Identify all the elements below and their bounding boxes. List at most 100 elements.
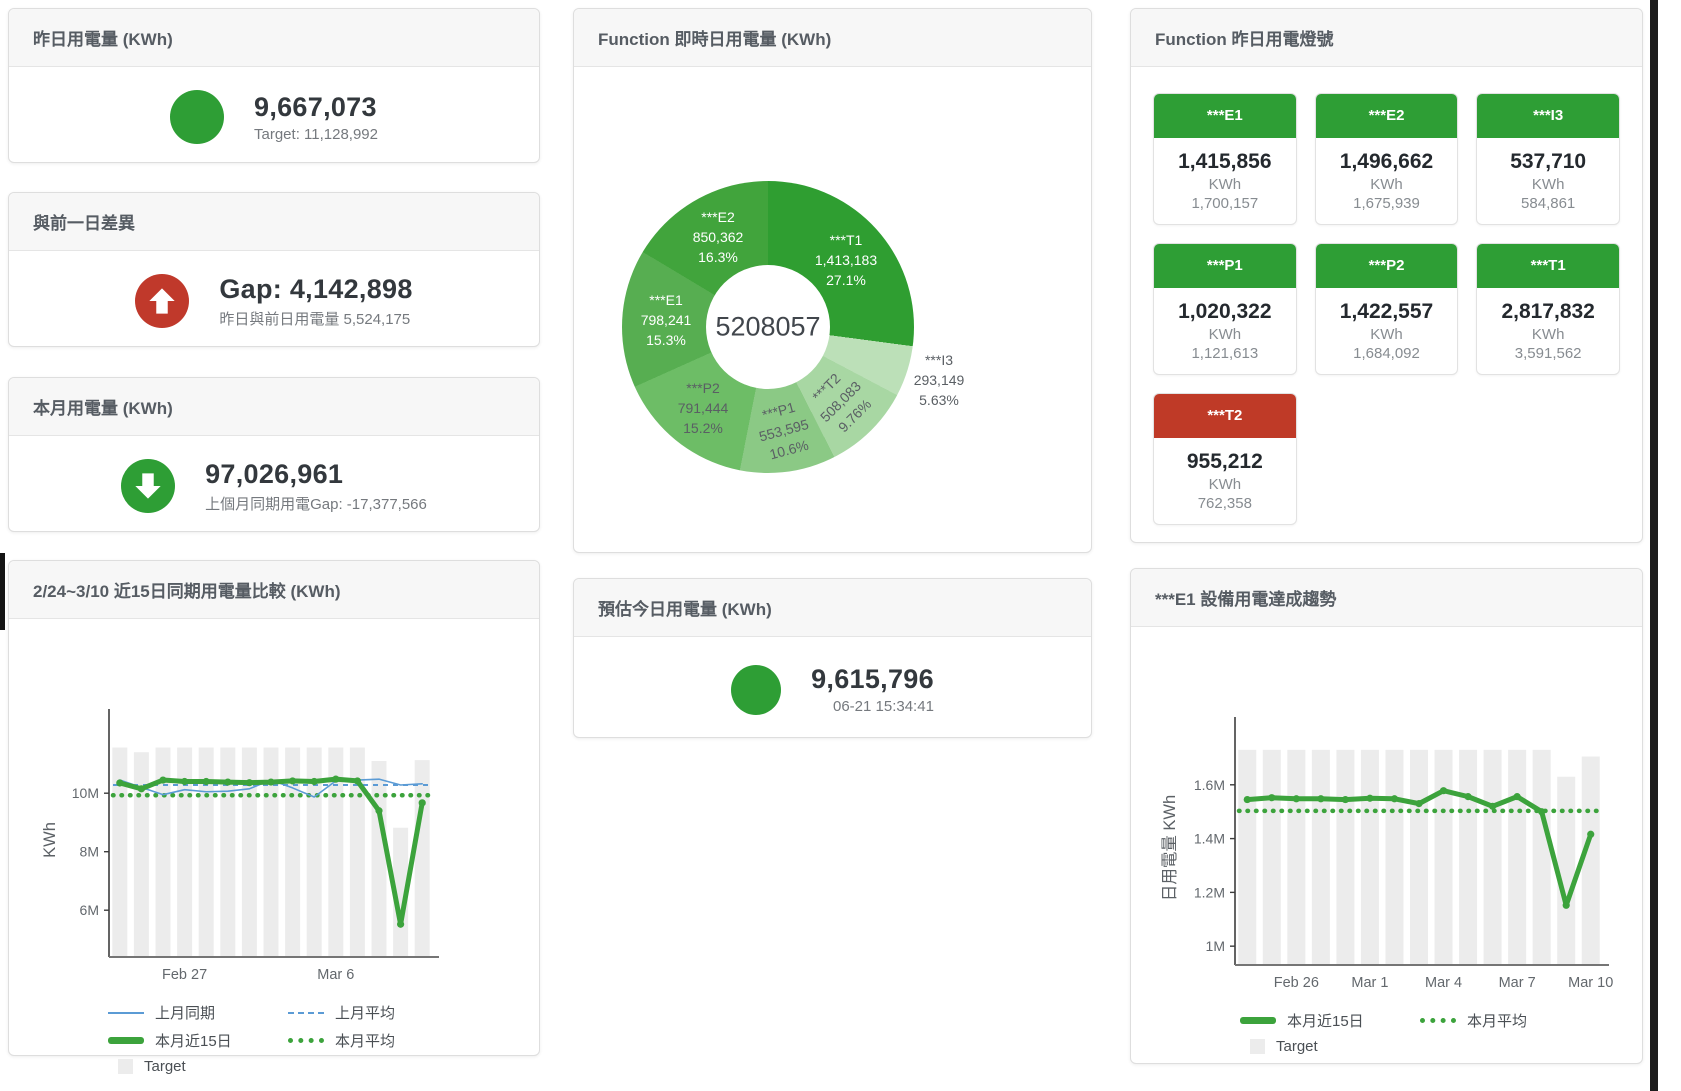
- gap-value: Gap: 4,142,898: [219, 273, 413, 304]
- svg-text:Mar 10: Mar 10: [1568, 975, 1613, 991]
- card-title-month: 本月用電量 (KWh): [33, 399, 173, 418]
- gap-subtitle: 昨日與前日用電量 5,524,175: [219, 310, 411, 328]
- arrow-down-circle-icon: [121, 459, 176, 513]
- svg-text:10M: 10M: [72, 785, 99, 801]
- card-gap-previous-day: 與前一日差異 Gap: 4,142,898 昨日與前日用電量 5,524,175: [8, 192, 540, 347]
- svg-text:1M: 1M: [1206, 938, 1225, 954]
- donut-center-total: 5208057: [715, 311, 821, 342]
- legend-item-line: 上月同期: [108, 1002, 288, 1023]
- donut-slice-label-E1: ***E1 798,241 15.3%: [640, 292, 692, 348]
- svg-text:1.4M: 1.4M: [1194, 831, 1225, 847]
- legend-label: 本月平均: [1467, 1013, 1528, 1030]
- green-status-circle-icon: [731, 664, 782, 715]
- e1-trend-bar-line-chart: 1M 1.2M 1.4M 1.6M Feb 26 Mar 1 Mar 4 Mar 7 Mar 1…: [1161, 717, 1613, 991]
- tile-value: 1,422,557: [1339, 300, 1434, 323]
- svg-text:1.2M: 1.2M: [1194, 884, 1225, 900]
- tile-header-label: ***E2: [1315, 94, 1458, 138]
- donut-slice-label-I3: ***I3 293,149 5.63%: [913, 352, 965, 408]
- card-e1-trend-chart: ***E1 設備用電達成趨勢 1M 1.2M 1.4M 1.6M Feb 26 Mar 1…: [1130, 568, 1643, 1064]
- lamp-tile-grid: ***E1 1,415,856 KWh 1,700,157 ***E2 1,496,662…: [1131, 67, 1642, 551]
- legend-thick-swatch-icon: [108, 1037, 144, 1044]
- legend-label: 本月近15日: [155, 1033, 232, 1050]
- legend-label: 本月近15日: [1287, 1013, 1364, 1030]
- legend-square-swatch-icon: [1250, 1039, 1265, 1054]
- legend-item-dots: 本月平均: [288, 1030, 539, 1051]
- tile-target-value: 762,358: [1197, 495, 1252, 512]
- left-scrollbar-mark[interactable]: [0, 553, 5, 630]
- estimate-today-value: 9,615,796: [811, 664, 934, 694]
- card-title-estimate: 預估今日用電量 (KWh): [598, 600, 772, 619]
- legend-dash-swatch-icon: [288, 1011, 324, 1014]
- vertical-scrollbar[interactable]: [1650, 0, 1658, 1091]
- tile-header-label: ***I3: [1477, 94, 1619, 138]
- card-15day-compare-chart: 2/24~3/10 近15日同期用電量比較 (KWh) 6M 8M 10M Feb 2…: [8, 560, 540, 1075]
- tile-value: 1,496,662: [1339, 150, 1434, 173]
- tile-value: 1,415,856: [1178, 150, 1272, 173]
- tile-value: 955,212: [1186, 450, 1263, 473]
- svg-text:8M: 8M: [80, 844, 99, 860]
- legend-dots-swatch-icon: [1420, 1018, 1456, 1023]
- compare15-bar-line-chart: 6M 8M 10M Feb 27 Mar 6 KWh: [41, 709, 439, 983]
- svg-text:Feb 27: Feb 27: [162, 967, 207, 983]
- legend-label: 上月平均: [335, 1005, 396, 1022]
- legend-dots-swatch-icon: [288, 1038, 324, 1043]
- donut-hole: [706, 265, 830, 389]
- tile-unit: KWh: [1208, 326, 1242, 343]
- svg-text:6M: 6M: [80, 902, 99, 918]
- card-title-gap: 與前一日差異: [33, 214, 135, 233]
- card-yesterday-usage: 昨日用電量 (KWh) 9,667,073 Target: 11,128,992: [8, 8, 540, 163]
- lamp-tile-E1: ***E1 1,415,856 KWh 1,700,157: [1153, 93, 1297, 225]
- legend-item-thick: 本月近15日: [1240, 1010, 1420, 1031]
- svg-text:Mar 1: Mar 1: [1351, 975, 1388, 991]
- legend-thick-swatch-icon: [1240, 1017, 1276, 1024]
- lamp-tile-P1: ***P1 1,020,322 KWh 1,121,613: [1153, 243, 1297, 375]
- tile-header-label: ***E1: [1154, 94, 1296, 138]
- tile-value: 537,710: [1510, 150, 1587, 173]
- tile-header-label: ***P2: [1315, 244, 1458, 288]
- yesterday-usage-target: Target: 11,128,992: [254, 125, 378, 143]
- tile-unit: KWh: [1531, 326, 1565, 343]
- lamp-tile-P2: ***P2 1,422,557 KWh 1,684,092: [1314, 243, 1459, 375]
- green-status-circle-icon: [170, 90, 224, 144]
- legend-line-swatch-icon: [108, 1011, 144, 1014]
- tile-target-value: 1,121,613: [1191, 345, 1259, 362]
- donut-slice-label-E2: ***E2 850,362 16.3%: [692, 209, 744, 265]
- estimate-timestamp: 06-21 15:34:41: [832, 698, 934, 715]
- lamp-tile-T1: ***T1 2,817,832 KWh 3,591,562: [1476, 243, 1620, 375]
- compare15-legend: 上月同期 上月平均 本月近15日 本月平均 Target: [108, 1002, 539, 1075]
- card-title-compare15: 2/24~3/10 近15日同期用電量比較 (KWh): [33, 582, 341, 601]
- legend-item-thick: 本月近15日: [108, 1030, 288, 1051]
- month-usage-value: 97,026,961: [205, 458, 344, 489]
- month-usage-gap: 上個月同期用電Gap: -17,377,566: [205, 495, 427, 513]
- tile-header-label: ***T1: [1477, 244, 1619, 288]
- yesterday-usage-value: 9,667,073: [254, 91, 377, 122]
- svg-text:Feb 26: Feb 26: [1274, 975, 1319, 991]
- arrow-up-circle-icon: [135, 274, 190, 328]
- e1-trend-legend: 本月近15日 本月平均 Target: [1240, 1010, 1642, 1055]
- daily-usage-donut-chart: 5208057 ***T1 1,413,183 27.1% ***I3 293,149 5…: [622, 181, 964, 473]
- tile-header-label: ***P1: [1154, 244, 1296, 288]
- svg-text:Mar 7: Mar 7: [1499, 975, 1536, 991]
- tile-unit: KWh: [1531, 176, 1565, 193]
- legend-label: 上月同期: [155, 1005, 216, 1022]
- card-title-lamp: Function 昨日用電燈號: [1155, 30, 1334, 49]
- tile-value: 2,817,832: [1501, 300, 1595, 323]
- svg-text:KWh: KWh: [41, 822, 59, 858]
- legend-item-dots: 本月平均: [1420, 1010, 1642, 1031]
- donut-slice-label-T1: ***T1 1,413,183 27.1%: [814, 232, 878, 288]
- tile-target-value: 1,684,092: [1353, 345, 1420, 362]
- tile-unit: KWh: [1370, 326, 1403, 343]
- svg-text:1.6M: 1.6M: [1194, 777, 1225, 793]
- tile-target-value: 1,700,157: [1191, 195, 1259, 212]
- tile-unit: KWh: [1208, 176, 1242, 193]
- donut-slice-label-P2: ***P2 791,444 15.2%: [677, 380, 729, 436]
- tile-unit: KWh: [1370, 176, 1403, 193]
- tile-value: 1,020,322: [1178, 300, 1272, 323]
- tile-header-label: ***T2: [1154, 394, 1296, 438]
- card-lamp-panel: Function 昨日用電燈號 ***E1 1,415,856 KWh 1,700,1…: [1130, 8, 1643, 543]
- svg-text:日用電量 KWh: 日用電量 KWh: [1161, 795, 1179, 901]
- legend-label: 本月平均: [335, 1033, 396, 1050]
- legend-label: Target: [1276, 1038, 1318, 1055]
- card-title-e1-trend: ***E1 設備用電達成趨勢: [1155, 590, 1337, 609]
